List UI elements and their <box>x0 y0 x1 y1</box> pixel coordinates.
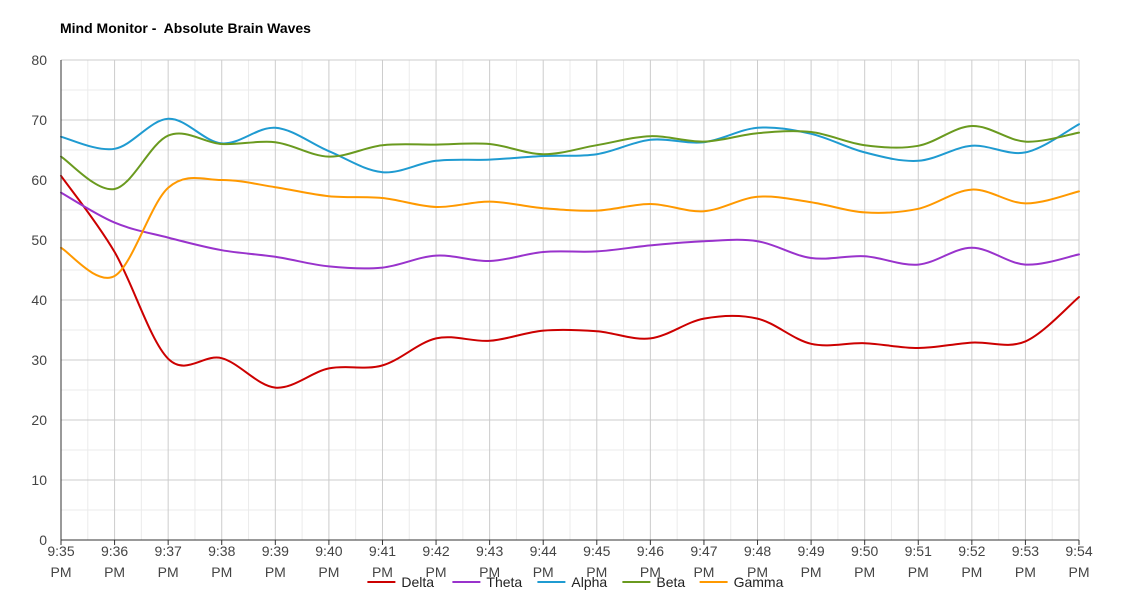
x-tick-label: 9:39 PM <box>262 543 289 580</box>
legend-item-alpha[interactable]: Alpha <box>537 574 607 590</box>
y-tick-label: 80 <box>31 52 47 68</box>
y-tick-label: 0 <box>39 532 47 548</box>
series-lines <box>60 117 1080 389</box>
y-tick-label: 60 <box>31 172 47 188</box>
y-tick-label: 10 <box>31 472 47 488</box>
x-tick-label: 9:49 PM <box>797 543 824 580</box>
x-tick-label: 9:47 PM <box>690 543 717 580</box>
minor-gridlines <box>61 60 1079 540</box>
x-tick-label: 9:36 PM <box>101 543 128 580</box>
series-line-gamma[interactable] <box>60 176 1080 279</box>
x-tick-label: 9:48 PM <box>744 543 771 580</box>
x-tick-label: 9:46 PM <box>637 543 664 580</box>
x-tick-label: 9:44 PM <box>530 543 557 580</box>
x-axis-tick-labels: 9:35 PM 9:36 PM 9:37 PM 9:38 PM 9:39 PM 9:40 PM 9:41… <box>47 543 1092 580</box>
legend-item-theta[interactable]: Theta <box>452 574 522 590</box>
y-tick-label: 70 <box>31 112 47 128</box>
legend-label: Beta <box>656 574 685 590</box>
legend-label: Alpha <box>571 574 607 590</box>
x-tick-label: 9:45 PM <box>583 543 610 580</box>
y-tick-label: 50 <box>31 232 47 248</box>
y-tick-label: 40 <box>31 292 47 308</box>
x-tick-label: 9:50 PM <box>851 543 878 580</box>
series-line-theta[interactable] <box>60 191 1080 270</box>
chart-title: Mind Monitor - Absolute Brain Waves <box>60 20 311 36</box>
x-tick-label: 9:54 PM <box>1065 543 1092 580</box>
series-line-delta[interactable] <box>60 174 1080 389</box>
legend-item-gamma[interactable]: Gamma <box>699 574 784 590</box>
legend-item-delta[interactable]: Delta <box>367 574 434 590</box>
x-tick-label: 9:51 PM <box>905 543 932 580</box>
y-tick-label: 30 <box>31 352 47 368</box>
x-tick-label: 9:40 PM <box>315 543 342 580</box>
legend-label: Gamma <box>734 574 784 590</box>
x-tick-label: 9:38 PM <box>208 543 235 580</box>
axis-lines <box>60 60 1080 545</box>
x-tick-label: 9:52 PM <box>958 543 985 580</box>
x-tick-label: 9:41 PM <box>369 543 396 580</box>
x-tick-label: 9:53 PM <box>1012 543 1039 580</box>
x-tick-label: 9:43 PM <box>476 543 503 580</box>
x-tick-label: 9:37 PM <box>155 543 182 580</box>
y-axis-tick-labels: 0 10 20 30 40 50 60 70 80 <box>31 52 47 548</box>
legend: Delta Theta Alpha Beta Gamma <box>367 574 784 590</box>
x-tick-label: 9:42 PM <box>422 543 449 580</box>
legend-item-beta[interactable]: Beta <box>622 574 685 590</box>
series-line-beta[interactable] <box>60 124 1080 191</box>
legend-label: Delta <box>401 574 434 590</box>
x-tick-label: 9:35 PM <box>47 543 74 580</box>
legend-label: Theta <box>486 574 522 590</box>
y-tick-label: 20 <box>31 412 47 428</box>
